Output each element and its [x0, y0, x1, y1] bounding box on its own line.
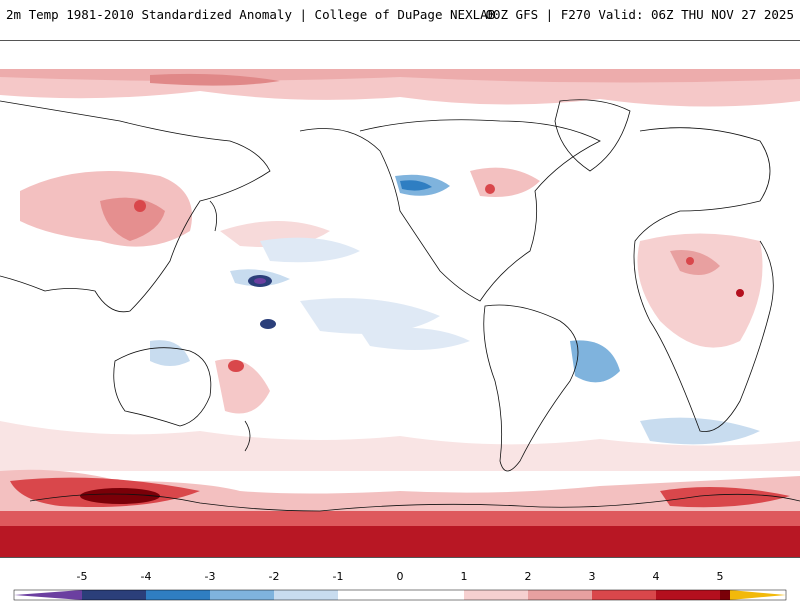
- model-run-info: 00Z GFS | F270 Valid: 06Z THU NOV 27 202…: [485, 7, 794, 22]
- colorbar-tick-label: 4: [652, 570, 660, 583]
- colorbar-tick-label: 2: [524, 570, 532, 583]
- africa-warm-patch: [637, 233, 763, 348]
- colorbar-segment: [592, 590, 656, 600]
- colorbar-tick-label: -4: [140, 570, 152, 583]
- colorbar-tick-label: -1: [332, 570, 344, 583]
- colorbar-segment: [528, 590, 592, 600]
- colorbar-segment: [274, 590, 338, 600]
- anomaly-map-svg: [0, 69, 800, 557]
- colorbar-tick-label: 3: [588, 570, 596, 583]
- colorbar-svg: [13, 589, 787, 601]
- colorbar-segment: [464, 590, 528, 600]
- colorbar-segment: [14, 590, 82, 600]
- colorbar-segment: [210, 590, 274, 600]
- colorbar-segment: [656, 590, 720, 600]
- colorbar-tick-label: 0: [396, 570, 404, 583]
- colorbar-segment: [338, 590, 464, 600]
- colorbar-legend: -5 -4 -3 -2 -1 0 1 2 3 4 5: [0, 570, 800, 601]
- colorbar-segment: [730, 590, 786, 600]
- colorbar-tick-label: 1: [460, 570, 468, 583]
- colorbar-segment: [82, 590, 146, 600]
- colorbar-tick-label: -2: [268, 570, 280, 583]
- colorbar-tick-label: -3: [204, 570, 216, 583]
- colorbar-segment: [720, 590, 730, 600]
- colorbar-tick-label: 5: [716, 570, 724, 583]
- colorbar-segment: [146, 590, 210, 600]
- south-atlantic-cold-patch: [570, 340, 620, 383]
- colorbar-tick-label: -5: [76, 570, 88, 583]
- world-map: [0, 40, 800, 558]
- coastlines: [0, 99, 800, 512]
- map-title: 2m Temp 1981-2010 Standardized Anomaly |…: [6, 7, 496, 22]
- australia-region-warm: [215, 359, 270, 414]
